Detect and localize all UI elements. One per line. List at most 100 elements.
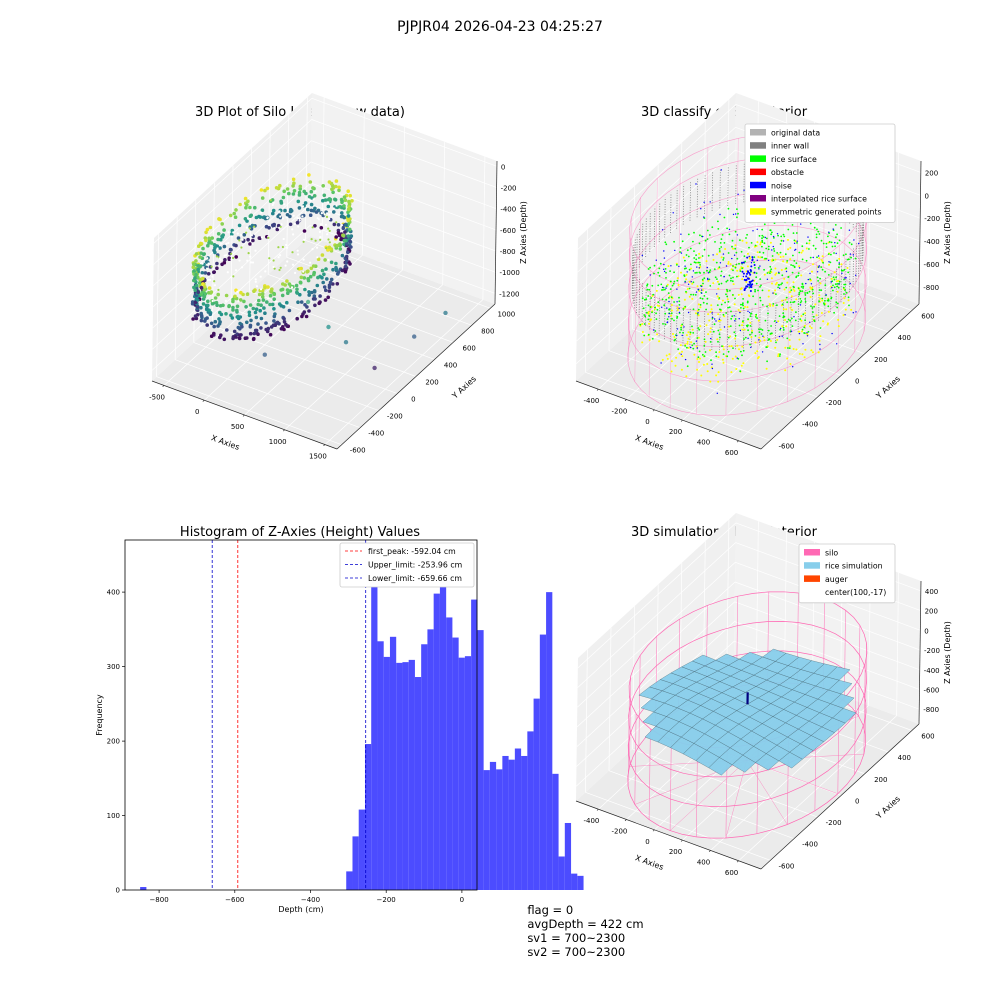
rice-surface-point: [695, 254, 697, 256]
raw-point: [215, 266, 219, 271]
raw-point: [272, 307, 276, 311]
rice-surface-point: [811, 307, 814, 309]
rice-surface-point: [647, 304, 650, 307]
rice-surface-point: [693, 261, 696, 264]
rice-surface-point: [669, 270, 671, 272]
raw-point: [312, 198, 315, 201]
raw-point: [263, 285, 267, 290]
raw-point: [242, 233, 247, 237]
rice-surface-point: [802, 287, 804, 289]
raw-point: [279, 225, 282, 228]
symmetric-point: [729, 263, 732, 266]
legend-label: rice simulation: [825, 562, 883, 571]
rice-surface-point: [776, 252, 779, 254]
histogram-frame: [124, 539, 478, 891]
raw-point: [302, 240, 305, 243]
raw-point: [337, 185, 341, 190]
symmetric-point: [812, 263, 814, 266]
rice-surface-point: [850, 256, 852, 259]
rice-surface-point: [764, 319, 767, 322]
rice-surface-point: [799, 318, 802, 320]
z-tick-label: -600: [923, 686, 939, 694]
rice-surface-point: [832, 284, 834, 287]
raw-point: [273, 227, 276, 230]
raw-point: [281, 195, 286, 200]
rice-surface-point: [761, 228, 764, 231]
noise-point: [696, 347, 699, 349]
raw-point: [270, 302, 275, 307]
raw-point: [263, 188, 267, 193]
symmetric-point: [718, 351, 721, 353]
rice-surface-point: [793, 260, 796, 262]
rice-surface-point: [831, 245, 834, 248]
noise-point: [748, 280, 751, 283]
rice-surface-point: [761, 256, 763, 259]
histogram-bar: [533, 698, 540, 890]
rice-surface-point: [754, 316, 757, 318]
noise-point: [830, 281, 832, 283]
rice-surface-point: [719, 336, 721, 339]
rice-surface-point: [796, 242, 798, 244]
rice-surface-point: [763, 268, 765, 271]
raw-point: [251, 238, 255, 243]
rice-surface-point: [746, 300, 749, 303]
raw-point: [312, 194, 317, 198]
raw-point: [328, 197, 333, 202]
raw-point: [225, 242, 228, 245]
raw-point: [201, 262, 204, 265]
rice-surface-point: [799, 301, 802, 304]
legend-label: original data: [771, 129, 820, 138]
silo-wire: [863, 205, 866, 332]
symmetric-point: [683, 298, 686, 301]
raw-point: [194, 272, 198, 277]
raw-point: [235, 308, 239, 313]
raw-point: [267, 236, 270, 239]
legend-label: silo: [825, 549, 838, 558]
raw-point: [219, 312, 224, 317]
z-grid-line: [310, 182, 496, 252]
symmetric-point: [803, 324, 806, 327]
raw-point: [294, 271, 297, 274]
symmetric-point: [793, 289, 796, 292]
raw-point: [269, 199, 272, 202]
symmetric-point: [751, 329, 754, 332]
inner-wall-point: [636, 272, 638, 314]
rice-surface-point: [744, 260, 746, 263]
raw-point: [301, 215, 304, 218]
back-left-pane: [576, 93, 736, 381]
symmetric-point: [668, 353, 671, 356]
raw-point: [224, 312, 228, 316]
raw-point: [317, 218, 320, 221]
symmetric-point: [797, 330, 800, 333]
z-grid-line: [311, 97, 498, 167]
rice-surface-point: [823, 303, 826, 306]
rice-surface-point: [824, 270, 826, 273]
rice-surface-point: [664, 323, 667, 326]
symmetric-point: [798, 352, 801, 355]
rice-surface-point: [824, 299, 826, 302]
raw-point: [327, 285, 332, 290]
rice-surface-point: [658, 275, 661, 277]
rice-surface-point: [692, 308, 695, 311]
inner-wall-point: [696, 308, 698, 349]
rice-surface-point: [819, 327, 822, 329]
rice-surface-point: [734, 334, 737, 337]
noise-point: [750, 346, 752, 349]
rice-surface-point: [830, 253, 832, 256]
noise-point: [750, 262, 753, 264]
raw-point: [334, 235, 339, 239]
legend-label: Lower_limit: -659.66 cm: [368, 574, 462, 583]
rice-surface-point: [845, 291, 848, 294]
raw-point: [279, 199, 283, 204]
rice-surface-point: [791, 271, 794, 274]
symmetric-point: [781, 299, 784, 302]
rice-surface-point: [727, 207, 730, 210]
inner-wall-point: [711, 170, 714, 211]
silo-ring: [628, 190, 867, 348]
raw-point: [319, 238, 322, 241]
z-tick-label: -200: [924, 647, 940, 655]
rice-surface-point: [728, 306, 731, 309]
y-tick-label: -400: [368, 430, 384, 438]
noise-point: [752, 230, 754, 232]
rice-surface-point: [646, 288, 649, 291]
